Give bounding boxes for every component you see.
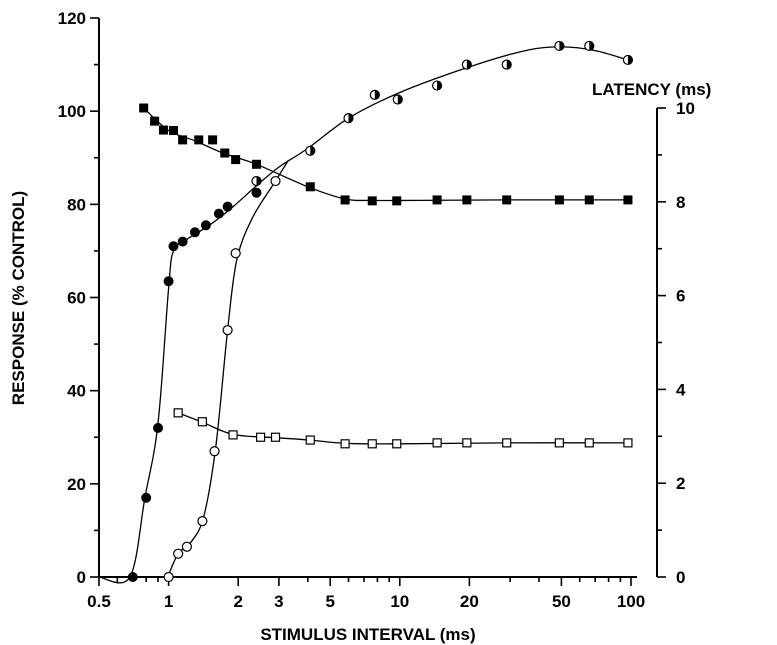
- right-y-tick-label: 0: [676, 568, 685, 587]
- filled-circle-point: [200, 220, 211, 231]
- filled-square-point: [305, 182, 315, 192]
- filled-square-point: [158, 125, 168, 135]
- filled-square-point: [367, 196, 377, 206]
- open-square-point: [228, 430, 238, 440]
- right-y-tick-label: 6: [676, 287, 685, 306]
- axis-labels: STIMULUS INTERVAL (ms) RESPONSE (% CONTR…: [9, 80, 711, 644]
- filled-square-point: [168, 126, 178, 136]
- filled-square-point: [178, 135, 188, 145]
- filled-square-point: [139, 103, 149, 113]
- x-axis-title: STIMULUS INTERVAL (ms): [260, 625, 475, 644]
- fit-curve-response-lower: [167, 159, 290, 578]
- open-circle-point: [209, 446, 220, 457]
- filled-square-point: [194, 135, 204, 145]
- filled-square-point: [150, 116, 160, 126]
- x-tick-label: 0.5: [87, 592, 111, 611]
- filled-square-point: [252, 159, 262, 169]
- open-square-point: [340, 439, 350, 449]
- left-y-tick-label: 40: [67, 382, 86, 401]
- filled-square-point: [462, 195, 472, 205]
- x-tick-label: 50: [552, 592, 571, 611]
- open-circle-point: [230, 248, 241, 259]
- open-square-point: [367, 439, 377, 449]
- half-filled-circle-point: [251, 175, 262, 187]
- open-square-point: [270, 432, 281, 442]
- right-y-tick-label: 2: [676, 474, 685, 493]
- filled-square-point: [502, 195, 512, 205]
- fit-curves: [98, 46, 629, 584]
- open-square-point: [173, 408, 183, 418]
- open-circle-point: [163, 571, 174, 583]
- filled-circle-point: [251, 187, 262, 198]
- fit-curve-response-upper: [98, 46, 629, 584]
- left-y-tick-label: 100: [58, 102, 86, 121]
- x-tick-label: 100: [617, 592, 645, 611]
- filled-square-point: [220, 148, 230, 158]
- filled-square-point: [432, 195, 442, 205]
- half-filled-circle-point: [622, 54, 634, 66]
- filled-square-point: [623, 195, 633, 205]
- x-tick-label: 20: [460, 592, 479, 611]
- filled-square-point: [392, 196, 402, 206]
- open-square-point: [392, 439, 402, 449]
- filled-circle-point: [153, 422, 164, 433]
- filled-square-point: [340, 195, 350, 205]
- right-y-tick-label: 10: [676, 99, 695, 118]
- filled-circle-point: [189, 227, 200, 238]
- open-circle-point: [181, 541, 193, 552]
- half-filled-circle-point: [392, 94, 403, 105]
- left-y-tick-label: 20: [67, 475, 86, 494]
- open-square-point: [432, 438, 442, 448]
- open-square-point: [584, 438, 594, 448]
- fit-curve-latency-filled: [143, 107, 628, 202]
- filled-circle-point: [168, 241, 179, 252]
- filled-square-point: [208, 135, 218, 145]
- half-filled-circle-point: [343, 113, 354, 124]
- right-y-tick-label: 8: [676, 193, 685, 212]
- x-tick-label: 3: [274, 592, 283, 611]
- filled-circle-point: [163, 276, 174, 287]
- filled-circle-point: [127, 572, 138, 582]
- filled-circle-point: [222, 201, 233, 212]
- filled-circle-point: [177, 236, 188, 247]
- left-y-tick-label: 60: [67, 289, 86, 308]
- open-circle-point: [222, 325, 233, 336]
- open-circle-point: [173, 548, 184, 559]
- left-y-tick-label: 80: [67, 195, 86, 214]
- half-filled-circle-point: [432, 80, 443, 91]
- filled-square-point: [554, 195, 564, 205]
- left-y-tick-label: 120: [58, 9, 86, 28]
- half-filled-circle-point: [584, 40, 595, 52]
- half-filled-circle-point: [461, 59, 472, 70]
- filled-circle-point: [141, 492, 152, 503]
- open-square-point: [256, 432, 266, 442]
- right-y-tick-label: 4: [676, 380, 686, 399]
- left-y-axis-title: RESPONSE (% CONTROL): [9, 191, 28, 405]
- right-y-axis-title: LATENCY (ms): [592, 80, 711, 99]
- open-square-point: [554, 438, 564, 448]
- open-circle-point: [197, 515, 208, 527]
- open-square-point: [197, 417, 207, 427]
- half-filled-circle-point: [501, 59, 512, 70]
- x-tick-label: 5: [325, 592, 334, 611]
- open-square-point: [305, 435, 315, 445]
- open-square-point: [462, 438, 472, 448]
- filled-square-point: [231, 155, 241, 165]
- filled-circle-point: [213, 208, 224, 219]
- x-tick-label: 2: [233, 592, 242, 611]
- open-circle-point: [270, 175, 281, 187]
- x-tick-label: 1: [164, 592, 173, 611]
- filled-square-point: [584, 195, 594, 205]
- data-points: [127, 40, 634, 583]
- half-filled-circle-point: [554, 40, 565, 52]
- x-tick-label: 10: [390, 592, 409, 611]
- half-filled-circle-point: [305, 145, 316, 156]
- half-filled-circle-point: [369, 89, 380, 100]
- left-y-tick-label: 0: [77, 568, 86, 587]
- open-square-point: [502, 438, 512, 448]
- open-square-point: [623, 438, 633, 448]
